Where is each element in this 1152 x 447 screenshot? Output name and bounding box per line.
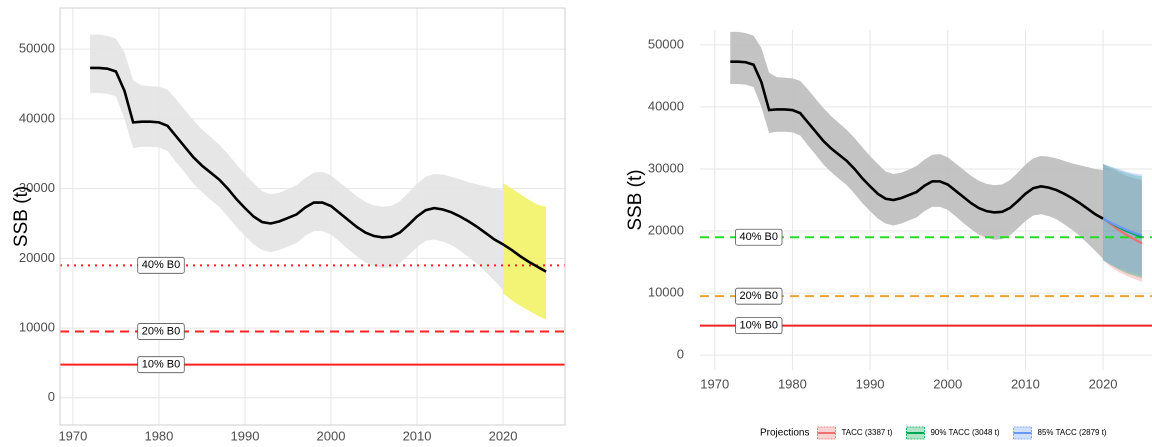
plot-area [700,31,1152,327]
reference-label: 20% B0 [142,325,181,337]
y-tick-label: 20000 [648,222,684,237]
y-tick-label: 50000 [19,41,55,56]
x-tick-label: 1980 [144,428,173,443]
series-line [730,60,1104,220]
plot-area [60,34,565,366]
plot-frame [59,7,566,426]
band [90,34,504,290]
x-tick-label: 2010 [1011,376,1040,391]
y-tick-label: 50000 [648,36,684,51]
series-line [1102,217,1143,237]
band [1103,164,1142,279]
legend-label: 85% TACC (2879 t) [1038,428,1107,437]
label-box [137,356,185,374]
y-tick-label: 30000 [19,180,55,195]
label-box [735,317,783,335]
band [1103,164,1142,277]
x-tick-label: 1980 [778,376,807,391]
x-tick-label: 1970 [700,376,729,391]
legend-label: TACC (3387 t) [841,428,892,437]
reference-label: 40% B0 [142,259,181,271]
x-tick-label: 2020 [1089,376,1118,391]
reference-label: 10% B0 [142,359,181,371]
x-tick-label: 1970 [58,428,87,443]
y-tick-label: 10000 [648,285,684,300]
label-box [137,323,185,340]
y-axis-title: SSB (t) [11,186,32,247]
legend-label: 90% TACC (3048 t) [930,428,999,437]
x-tick-label: 2010 [403,428,432,443]
band [503,183,547,320]
label-box [735,228,783,246]
legend-title: Projections [760,428,809,439]
reference-label: 40% B0 [739,231,778,243]
y-tick-label: 10000 [19,320,55,335]
x-tick-label: 1990 [231,428,260,443]
y-tick-label: 0 [677,347,684,362]
series-line [90,66,547,273]
y-axis-title: SSB (t) [625,169,646,230]
y-tick-label: 30000 [648,160,684,175]
y-tick-label: 20000 [19,250,55,265]
label-box [735,287,783,305]
x-tick-label: 1990 [856,376,885,391]
y-tick-label: 40000 [19,110,55,125]
y-tick-label: 40000 [648,98,684,113]
band [1103,164,1142,282]
x-tick-label: 2000 [933,376,962,391]
x-tick-label: 2020 [489,428,518,443]
reference-label: 10% B0 [739,320,778,332]
y-tick-label: 0 [48,389,55,404]
x-tick-label: 2000 [317,428,346,443]
label-box [137,256,185,274]
band [730,31,1104,259]
reference-label: 20% B0 [739,290,778,302]
